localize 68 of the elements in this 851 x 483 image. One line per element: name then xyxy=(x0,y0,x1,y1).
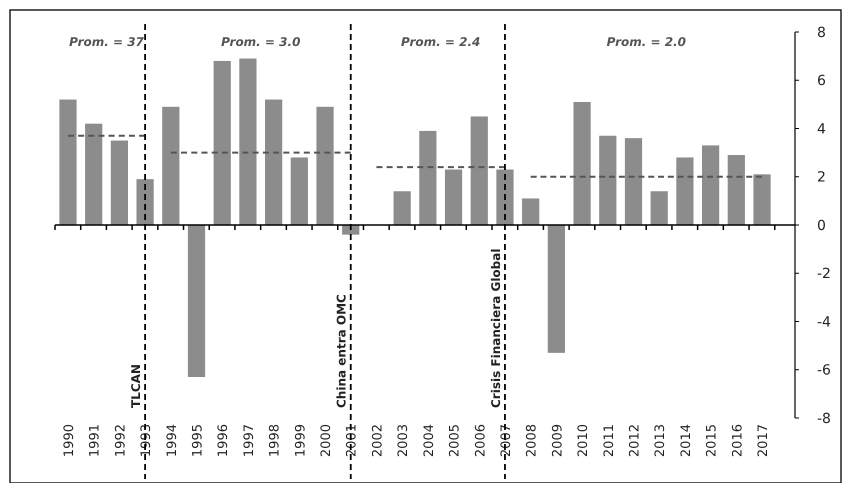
x-tick-label: 2002 xyxy=(370,424,386,458)
bar xyxy=(188,225,206,377)
bar xyxy=(110,140,128,225)
bar xyxy=(214,60,231,225)
x-tick-label: 1999 xyxy=(293,424,308,458)
annotation: Prom. = 2.0 xyxy=(606,35,686,50)
ref-line-label: Crisis Financiera Global xyxy=(488,248,503,408)
x-tick-label: 2004 xyxy=(422,424,437,458)
bar xyxy=(753,174,771,225)
annotation: Prom. = 2.4 xyxy=(401,35,480,50)
bar xyxy=(624,138,642,225)
bar xyxy=(470,116,488,225)
bar xyxy=(702,145,720,225)
x-tick-label: 1995 xyxy=(190,424,206,458)
bar xyxy=(239,58,257,225)
bar xyxy=(85,124,102,225)
bar xyxy=(394,191,411,225)
bar xyxy=(522,198,540,225)
x-tick-label: 1998 xyxy=(268,424,283,458)
x-tick-label: 2006 xyxy=(473,424,488,458)
x-tick-label: 2017 xyxy=(756,424,772,458)
bar xyxy=(444,170,462,225)
bar xyxy=(496,170,514,225)
x-tick-label: 2016 xyxy=(730,424,746,458)
y-tick-label: -6 xyxy=(817,362,832,379)
x-tick-label: 1997 xyxy=(242,424,257,458)
bar xyxy=(290,157,308,225)
x-tick-label: 2003 xyxy=(396,424,412,458)
y-tick-label: 8 xyxy=(817,24,826,41)
x-tick-label: 2007 xyxy=(498,424,514,458)
bar xyxy=(650,191,668,225)
x-tick-label: 2008 xyxy=(524,424,540,458)
y-tick-label: -8 xyxy=(817,410,831,427)
bar xyxy=(573,102,591,225)
x-tick-label: 2010 xyxy=(576,424,592,458)
x-tick-label: 1992 xyxy=(113,424,128,458)
x-tick-label: 2000 xyxy=(319,424,334,458)
x-tick-label: 1996 xyxy=(216,424,232,458)
y-tick-label: -2 xyxy=(817,266,831,282)
x-tick-label: 2015 xyxy=(704,424,720,458)
bar xyxy=(419,130,436,225)
x-tick-label: 1990 xyxy=(62,424,77,458)
bar xyxy=(728,155,745,225)
ref-line-label: China entra OMC xyxy=(334,294,349,408)
x-tick-label: 1991 xyxy=(88,424,103,458)
y-tick-label: 4 xyxy=(817,121,826,138)
annotation: Prom. = 3.0 xyxy=(221,35,300,50)
ref-line-label: TLCAN xyxy=(129,364,144,408)
bar xyxy=(59,100,77,225)
x-tick-label: 2011 xyxy=(602,424,617,458)
x-tick-label: 2012 xyxy=(627,424,642,458)
y-tick-label: 6 xyxy=(817,73,826,90)
bar xyxy=(599,136,616,225)
x-tick-label: 2005 xyxy=(448,424,463,458)
x-tick-label: 1994 xyxy=(164,424,180,458)
bar xyxy=(265,100,282,225)
x-tick-label: 2009 xyxy=(550,424,566,458)
bar xyxy=(162,106,180,225)
bar xyxy=(548,225,565,353)
y-tick-label: 0 xyxy=(817,218,826,234)
bar xyxy=(676,157,694,225)
x-tick-label: 2014 xyxy=(678,424,694,458)
y-tick-label: 2 xyxy=(817,170,826,186)
bar xyxy=(316,106,334,225)
annotation: Prom. = 37 xyxy=(69,35,145,50)
x-tick-label: 2013 xyxy=(653,424,668,458)
y-tick-label: -4 xyxy=(817,314,832,330)
bar xyxy=(136,179,154,225)
